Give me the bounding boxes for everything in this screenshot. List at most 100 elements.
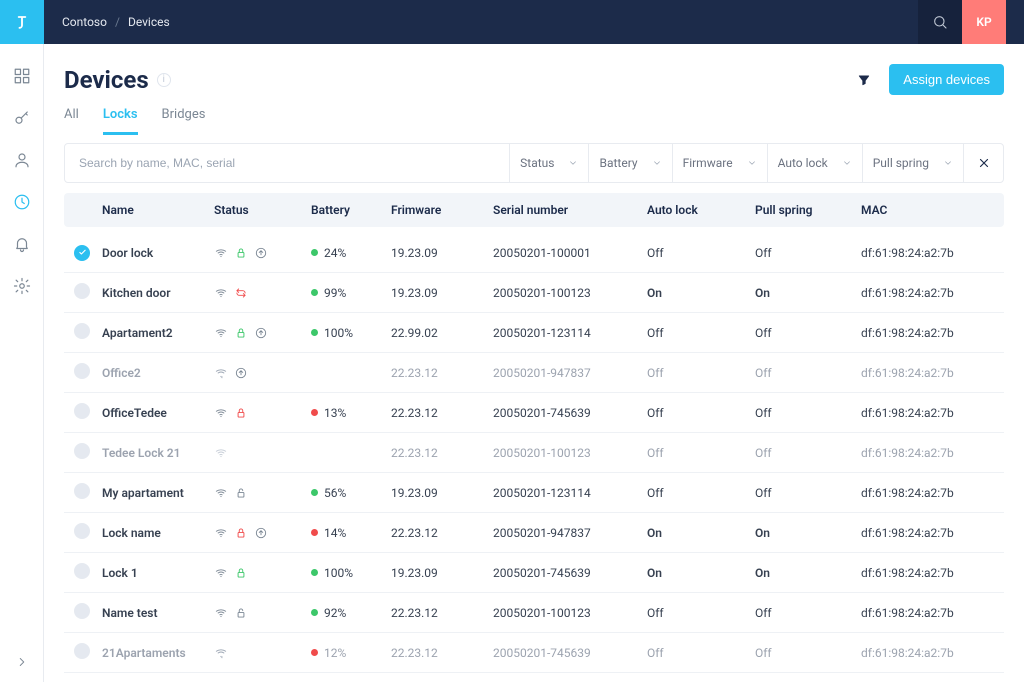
sidebar — [0, 0, 44, 682]
lock-icon — [234, 606, 248, 620]
cell-status — [210, 526, 307, 540]
sync-icon — [234, 286, 248, 300]
table-row[interactable]: Name test 92% 22.23.12 20050201-100123 O… — [64, 593, 1004, 633]
sidebar-item-alerts[interactable] — [10, 232, 34, 256]
row-checkbox[interactable] — [74, 523, 90, 539]
table-row[interactable]: My apartament 56% 19.23.09 20050201-1231… — [64, 473, 1004, 513]
table-row[interactable]: Lock name 14% 22.23.12 20050201-947837 O… — [64, 513, 1004, 553]
tab-locks[interactable]: Locks — [103, 107, 138, 135]
cell-serial: 20050201-745639 — [489, 646, 643, 660]
filter-auto-lock[interactable]: Auto lock — [767, 144, 862, 182]
cell-firmware: 22.99.02 — [387, 326, 489, 340]
sidebar-collapse[interactable] — [15, 642, 29, 682]
table-row[interactable]: Tedee Lock 21 22.23.12 20050201-100123 O… — [64, 433, 1004, 473]
column-header-serial-number[interactable]: Serial number — [489, 203, 643, 217]
wifi-off-icon: ✕ — [214, 366, 228, 380]
filter-firmware[interactable]: Firmware — [672, 144, 767, 182]
column-header-auto-lock[interactable]: Auto lock — [643, 203, 751, 217]
row-checkbox[interactable] — [74, 443, 90, 459]
column-header-pull-spring[interactable]: Pull spring — [751, 203, 857, 217]
row-checkbox[interactable] — [74, 323, 90, 339]
status-icons — [214, 486, 303, 500]
filter-pull-spring[interactable]: Pull spring — [862, 144, 963, 182]
battery-dot — [311, 649, 318, 656]
cell-battery: 100% — [307, 566, 387, 580]
cell-autolock: On — [643, 286, 751, 300]
cell-battery: 13% — [307, 406, 387, 420]
sidebar-item-dashboard[interactable] — [10, 64, 34, 88]
battery-value: 100% — [324, 326, 353, 340]
sidebar-item-keys[interactable] — [10, 106, 34, 130]
row-checkbox[interactable] — [74, 563, 90, 579]
row-checkbox[interactable] — [74, 483, 90, 499]
cell-serial: 20050201-947837 — [489, 526, 643, 540]
sidebar-logo[interactable] — [0, 0, 44, 44]
table-row[interactable]: Door lock 24% 19.23.09 20050201-100001 O… — [64, 233, 1004, 273]
row-checkbox[interactable] — [74, 603, 90, 619]
chevron-down-icon — [568, 158, 578, 168]
lock-icon — [234, 566, 248, 580]
battery-cell: 12% — [311, 646, 383, 660]
header-search[interactable] — [918, 0, 962, 44]
tab-bridges[interactable]: Bridges — [162, 107, 206, 135]
column-header-frimware[interactable]: Frimware — [387, 203, 489, 217]
tab-all[interactable]: All — [64, 107, 79, 135]
cell-name: Name test — [98, 606, 210, 620]
svg-text:✕: ✕ — [220, 655, 223, 659]
table-row[interactable]: Office2 ✕ 22.23.12 20050201-947837 Off O… — [64, 353, 1004, 393]
sidebar-item-settings[interactable] — [10, 274, 34, 298]
breadcrumb-sep: / — [115, 15, 120, 29]
battery-value: 14% — [324, 526, 346, 540]
assign-devices-button[interactable]: Assign devices — [889, 64, 1004, 95]
table-row[interactable]: Apartament2 100% 22.99.02 20050201-12311… — [64, 313, 1004, 353]
cell-pullspring: Off — [751, 246, 857, 260]
avatar[interactable]: KP — [962, 0, 1006, 44]
cell-name: My apartament — [98, 486, 210, 500]
cell-firmware: 22.23.12 — [387, 366, 489, 380]
filter-label: Pull spring — [873, 156, 929, 170]
filter-label: Status — [520, 156, 554, 170]
breadcrumb-org[interactable]: Contoso — [62, 15, 107, 29]
breadcrumb-page[interactable]: Devices — [128, 15, 170, 29]
cell-serial: 20050201-100123 — [489, 286, 643, 300]
column-header-mac[interactable]: MAC — [857, 203, 1004, 217]
cell-status: ✕ — [210, 646, 307, 660]
table-header: NameStatusBatteryFrimwareSerial numberAu… — [64, 193, 1004, 227]
filter-clear[interactable] — [963, 144, 1003, 182]
lock-icon — [234, 326, 248, 340]
battery-value: 12% — [324, 646, 346, 660]
chevron-down-icon — [652, 158, 662, 168]
table-row[interactable]: Kitchen door 99% 19.23.09 20050201-10012… — [64, 273, 1004, 313]
sidebar-item-users[interactable] — [10, 148, 34, 172]
cell-mac: df:61:98:24:a2:7b — [857, 526, 1004, 540]
filter-toggle[interactable] — [853, 69, 875, 91]
cell-status — [210, 246, 307, 260]
filter-battery[interactable]: Battery — [588, 144, 671, 182]
table-row[interactable]: OfficeTedee 13% 22.23.12 20050201-745639… — [64, 393, 1004, 433]
search-input[interactable] — [65, 144, 509, 182]
check-icon — [78, 248, 87, 257]
filter-status[interactable]: Status — [509, 144, 588, 182]
column-header-battery[interactable]: Battery — [307, 203, 387, 217]
cell-firmware: 19.23.09 — [387, 486, 489, 500]
row-checkbox[interactable] — [74, 403, 90, 419]
row-checkbox[interactable] — [74, 363, 90, 379]
table-row[interactable]: Lock 1 100% 19.23.09 20050201-745639 On … — [64, 553, 1004, 593]
wifi-icon — [214, 526, 228, 540]
top-header: Contoso / Devices KP — [44, 0, 1024, 44]
wifi-icon — [214, 406, 228, 420]
row-checkbox[interactable] — [74, 245, 90, 261]
column-header-status[interactable]: Status — [210, 203, 307, 217]
cell-battery: 92% — [307, 606, 387, 620]
table-row[interactable]: 21Apartaments ✕ 12% 22.23.12 20050201-74… — [64, 633, 1004, 673]
row-checkbox[interactable] — [74, 643, 90, 659]
row-checkbox[interactable] — [74, 283, 90, 299]
column-header-name[interactable]: Name — [98, 203, 210, 217]
wifi-icon — [214, 446, 228, 460]
page-heading: Devices i Assign devices — [44, 44, 1024, 95]
sidebar-item-devices[interactable] — [10, 190, 34, 214]
cell-status: ✕ — [210, 366, 307, 380]
gear-icon — [13, 277, 31, 295]
cell-name: Lock 1 — [98, 566, 210, 580]
info-icon[interactable]: i — [157, 73, 171, 87]
